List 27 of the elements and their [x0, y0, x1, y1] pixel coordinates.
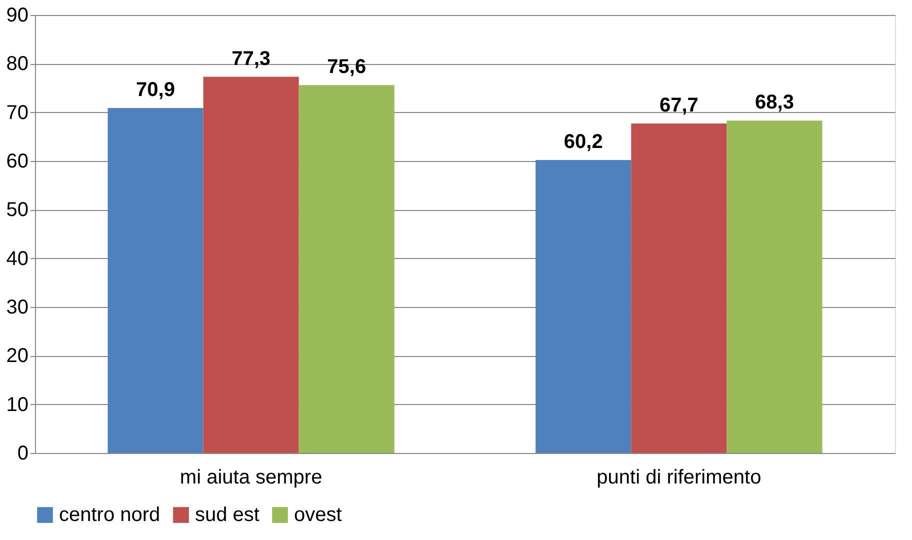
- bar: [536, 160, 632, 453]
- y-tick-label: 90: [6, 4, 28, 26]
- x-tick-label: punti di riferimento: [596, 466, 762, 488]
- data-label: 67,7: [659, 94, 698, 117]
- legend-label: ovest: [294, 504, 342, 526]
- x-tick-label: mi aiuta sempre: [180, 466, 322, 488]
- data-label: 75,6: [327, 56, 366, 78]
- y-tick-label: 0: [17, 442, 28, 464]
- data-label: 70,9: [136, 78, 175, 101]
- legend-label: centro nord: [59, 504, 160, 526]
- bar: [108, 108, 204, 453]
- data-label: 77,3: [232, 48, 271, 70]
- bar: [203, 76, 299, 453]
- y-tick-label: 60: [6, 150, 28, 172]
- bar: [631, 124, 727, 453]
- data-label: 68,3: [755, 92, 794, 114]
- bar: [726, 120, 822, 453]
- y-tick-label: 70: [6, 102, 28, 124]
- y-tick-label: 30: [6, 296, 28, 318]
- y-tick-label: 80: [6, 53, 28, 76]
- legend-label: sud est: [195, 504, 260, 526]
- y-tick-label: 40: [6, 248, 28, 270]
- bar: [298, 85, 394, 453]
- y-tick-label: 10: [6, 394, 28, 416]
- y-tick-label: 20: [6, 345, 28, 368]
- data-label: 60,2: [564, 131, 603, 154]
- y-tick-label: 50: [6, 199, 28, 222]
